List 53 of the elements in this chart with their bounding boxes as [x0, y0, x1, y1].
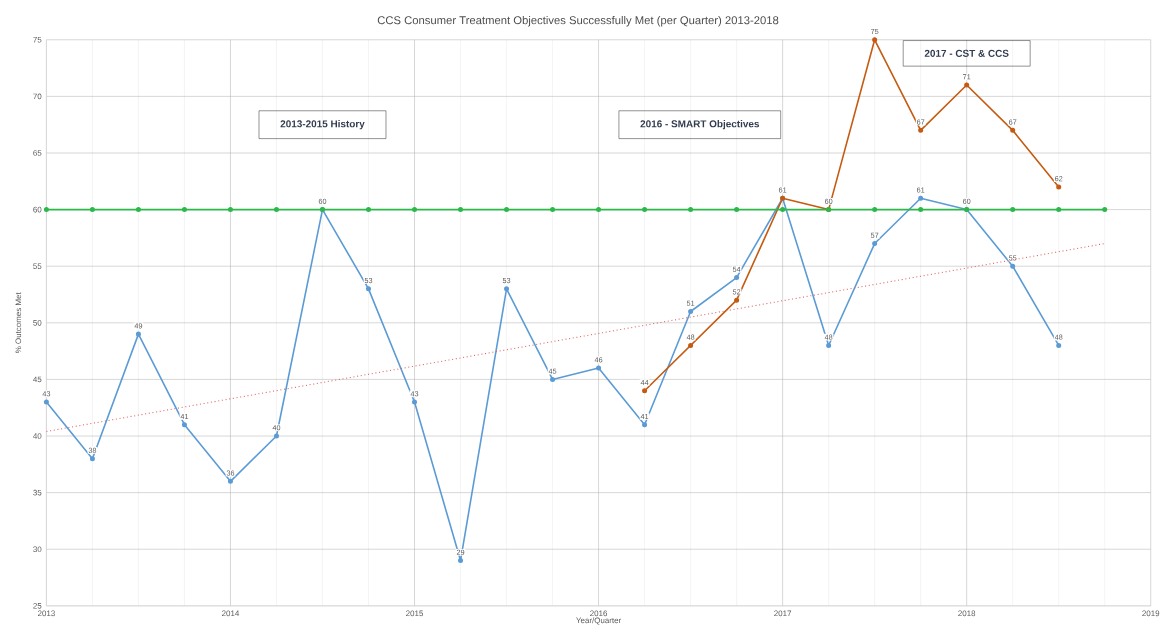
point: [688, 308, 694, 315]
point: [135, 207, 141, 213]
point: [458, 558, 464, 564]
point: [872, 37, 878, 43]
point: [1010, 207, 1016, 213]
annotation: 2017 - CST & CCS: [924, 49, 1009, 57]
point: [227, 478, 233, 484]
point: [596, 365, 602, 371]
point: [918, 195, 924, 201]
point: [43, 399, 49, 405]
point: [365, 207, 372, 213]
point: [1010, 263, 1016, 269]
point: [181, 207, 187, 213]
point: [688, 207, 694, 213]
point: [43, 207, 49, 213]
point: [964, 82, 970, 88]
point: [89, 207, 95, 213]
point: [688, 342, 694, 348]
point: [273, 207, 279, 213]
point: [642, 388, 648, 394]
point: [411, 207, 418, 213]
point: [504, 207, 510, 213]
point: [826, 342, 832, 348]
point: [89, 456, 95, 462]
chart-title: CCS Consumer Treatment Objectives Successfully Met (per Quarter) 2013-2018: [377, 15, 779, 27]
point: [918, 207, 924, 213]
point: [1056, 342, 1062, 348]
point: [872, 207, 878, 213]
point: [642, 207, 648, 213]
point: [596, 207, 602, 213]
point: [734, 297, 740, 303]
point: [411, 399, 418, 405]
point: [734, 275, 740, 281]
point: [227, 207, 233, 213]
point: [1056, 184, 1062, 190]
annotation: 2013-2015 History: [280, 120, 365, 130]
point: [642, 422, 648, 428]
point: [1056, 207, 1062, 213]
point: [550, 376, 556, 382]
point: [918, 127, 924, 133]
point: [458, 207, 464, 213]
annotation: 2016 - SMART Objectives: [640, 120, 760, 130]
point: [872, 241, 878, 247]
point: [1010, 127, 1016, 133]
point: [504, 286, 510, 292]
point: [1102, 207, 1108, 213]
point: [365, 286, 372, 292]
point: [181, 422, 187, 428]
point: [273, 433, 279, 439]
point: [550, 207, 556, 213]
point: [780, 207, 786, 213]
point: [734, 207, 740, 213]
point: [135, 331, 141, 337]
